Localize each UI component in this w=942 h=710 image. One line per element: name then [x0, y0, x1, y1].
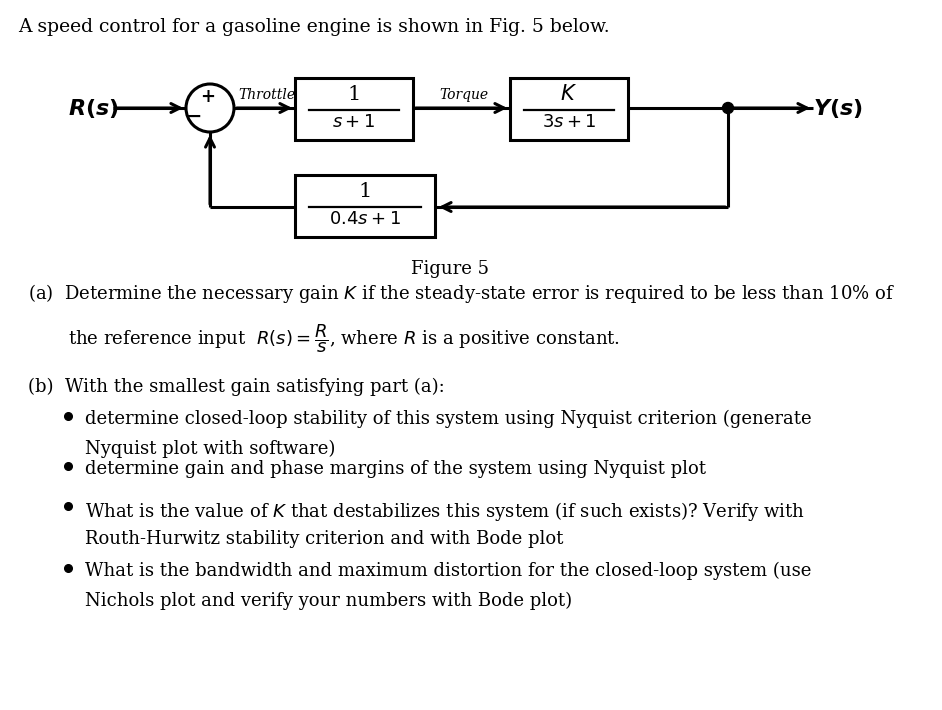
Text: $0.4s+1$: $0.4s+1$ — [329, 210, 401, 228]
Text: (a)  Determine the necessary gain $K$ if the steady-state error is required to b: (a) Determine the necessary gain $K$ if … — [28, 282, 895, 305]
Text: Torque: Torque — [439, 88, 488, 102]
Text: $K$: $K$ — [560, 84, 577, 104]
Text: determine closed-loop stability of this system using Nyquist criterion (generate: determine closed-loop stability of this … — [85, 410, 812, 428]
Text: Throttle: Throttle — [238, 88, 295, 102]
Circle shape — [723, 102, 734, 114]
Text: $s+1$: $s+1$ — [333, 113, 376, 131]
Bar — [295, 78, 413, 140]
Text: Routh-Hurwitz stability criterion and with Bode plot: Routh-Hurwitz stability criterion and wi… — [85, 530, 563, 548]
Text: A speed control for a gasoline engine is shown in Fig. 5 below.: A speed control for a gasoline engine is… — [18, 18, 609, 36]
Text: 1: 1 — [348, 85, 361, 104]
Bar — [510, 78, 628, 140]
Text: determine gain and phase margins of the system using Nyquist plot: determine gain and phase margins of the … — [85, 460, 706, 478]
Text: Figure 5: Figure 5 — [411, 260, 489, 278]
Text: Nichols plot and verify your numbers with Bode plot): Nichols plot and verify your numbers wit… — [85, 592, 572, 611]
Bar — [295, 175, 435, 237]
Text: $3s+1$: $3s+1$ — [542, 113, 596, 131]
Text: +: + — [201, 88, 216, 106]
Text: $\boldsymbol{Y(s)}$: $\boldsymbol{Y(s)}$ — [813, 97, 863, 119]
Text: −: − — [186, 108, 203, 126]
Text: $\boldsymbol{R(s)}$: $\boldsymbol{R(s)}$ — [68, 97, 119, 119]
Text: Nyquist plot with software): Nyquist plot with software) — [85, 440, 335, 458]
Text: 1: 1 — [358, 182, 372, 201]
Text: What is the bandwidth and maximum distortion for the closed-loop system (use: What is the bandwidth and maximum distor… — [85, 562, 811, 580]
Text: What is the value of $K$ that destabilizes this system (if such exists)? Verify : What is the value of $K$ that destabiliz… — [85, 500, 804, 523]
Text: the reference input  $R(s) = \dfrac{R}{s}$, where $R$ is a positive constant.: the reference input $R(s) = \dfrac{R}{s}… — [68, 322, 620, 354]
Text: (b)  With the smallest gain satisfying part (a):: (b) With the smallest gain satisfying pa… — [28, 378, 445, 396]
